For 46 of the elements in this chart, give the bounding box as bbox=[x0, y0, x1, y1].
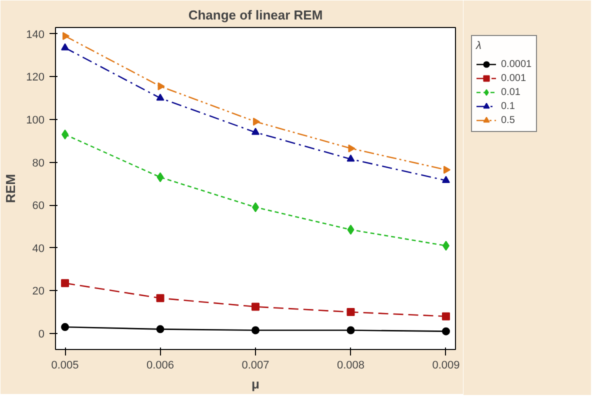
point bbox=[346, 308, 355, 316]
point bbox=[252, 118, 260, 126]
y-tick-label: 40 bbox=[32, 242, 45, 255]
y-tick-label: 120 bbox=[26, 72, 45, 84]
point bbox=[252, 128, 260, 135]
y-tick-label: 20 bbox=[32, 286, 45, 298]
point bbox=[346, 154, 355, 162]
point bbox=[61, 323, 70, 332]
point bbox=[156, 172, 164, 182]
x-tick-label: 0.006 bbox=[146, 360, 174, 372]
y-tick-label: 60 bbox=[32, 200, 45, 212]
y-tick-label: 140 bbox=[26, 28, 45, 41]
point bbox=[442, 240, 450, 251]
x-tick-label: 0.005 bbox=[51, 360, 79, 372]
legend-label: 0.1 bbox=[501, 100, 516, 113]
point bbox=[346, 326, 355, 334]
point bbox=[252, 302, 260, 311]
legend-label: 0.0001 bbox=[501, 58, 532, 71]
y-tick-label: 100 bbox=[26, 114, 45, 126]
point bbox=[442, 176, 450, 183]
point bbox=[61, 43, 70, 50]
y-axis-title: REM bbox=[3, 174, 18, 203]
legend-title: λ bbox=[476, 40, 482, 52]
point bbox=[62, 129, 69, 140]
point bbox=[156, 94, 164, 101]
legend-label: 0.5 bbox=[501, 114, 516, 127]
x-axis-title: μ bbox=[252, 376, 260, 392]
point bbox=[348, 144, 356, 152]
point bbox=[442, 327, 450, 336]
point bbox=[443, 166, 451, 174]
y-tick-label: 0 bbox=[38, 328, 45, 340]
legend-label: 0.01 bbox=[501, 86, 521, 99]
point bbox=[156, 325, 164, 334]
point bbox=[62, 32, 70, 40]
x-tick-label: 0.008 bbox=[336, 360, 365, 372]
x-tick-label: 0.007 bbox=[242, 360, 270, 372]
legend-label: 0.001 bbox=[501, 72, 526, 85]
point bbox=[442, 312, 450, 320]
x-tick-label: 0.009 bbox=[432, 360, 460, 372]
point bbox=[158, 82, 165, 90]
point bbox=[252, 326, 260, 334]
point bbox=[347, 224, 354, 235]
chart-title: Change of linear REM bbox=[188, 8, 323, 22]
y-tick-label: 80 bbox=[32, 157, 45, 170]
point bbox=[61, 279, 70, 288]
point bbox=[156, 294, 164, 302]
